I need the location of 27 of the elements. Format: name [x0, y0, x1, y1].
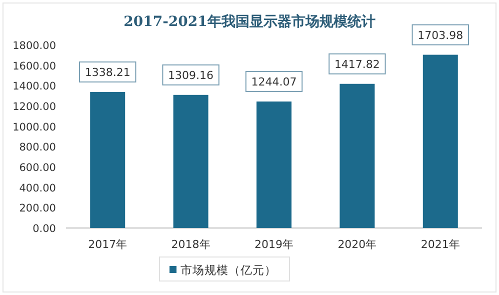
- y-tick-label: 800.00: [19, 142, 56, 154]
- x-tick-label: 2020年: [338, 238, 377, 251]
- x-tick-label: 2019年: [254, 238, 294, 251]
- y-tick-label: 0.00: [32, 223, 56, 235]
- y-tick-label: 1800.00: [12, 40, 56, 52]
- data-label: 1309.16: [168, 68, 214, 82]
- bar: [256, 102, 292, 228]
- x-tick-label: 2021年: [420, 238, 460, 251]
- data-label: 1338.21: [84, 66, 130, 79]
- y-tick-label: 1600.00: [12, 60, 56, 72]
- data-label: 1417.82: [334, 58, 380, 71]
- y-tick-label: 400.00: [19, 182, 56, 194]
- y-tick-label: 1200.00: [12, 101, 56, 113]
- data-label: 1244.07: [251, 76, 297, 89]
- bar: [90, 92, 126, 228]
- y-tick-label: 1000.00: [12, 121, 56, 134]
- data-label: 1703.98: [418, 28, 464, 42]
- x-tick-label: 2018年: [171, 238, 210, 251]
- y-tick-label: 1400.00: [12, 80, 56, 93]
- legend-label: 市场规模（亿元）: [180, 263, 276, 277]
- x-tick-label: 2017年: [88, 238, 128, 251]
- bar: [173, 94, 208, 228]
- bar: [422, 54, 458, 228]
- y-tick-label: 600.00: [19, 162, 56, 174]
- chart-title: 2017-2021年我国显示器市场规模统计: [124, 13, 376, 30]
- y-tick-label: 200.00: [19, 202, 56, 215]
- bar: [340, 84, 375, 228]
